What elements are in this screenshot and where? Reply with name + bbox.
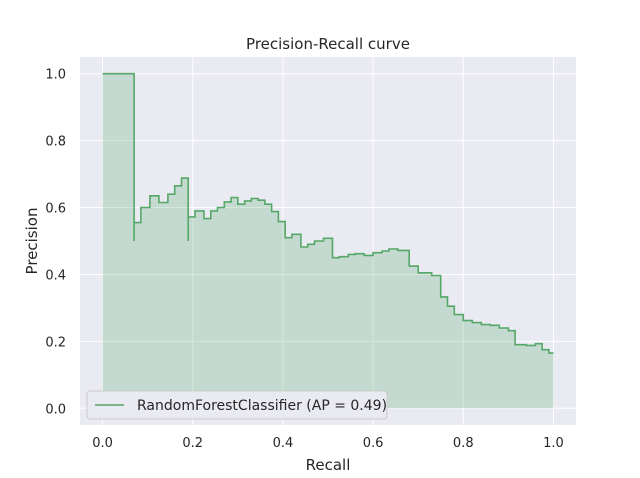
legend-label: RandomForestClassifier (AP = 0.49) xyxy=(137,398,387,414)
grid-lines xyxy=(80,57,576,425)
y-tick-label: 0.6 xyxy=(45,202,66,217)
chart-title: Precision-Recall curve xyxy=(246,35,410,53)
pr-curve-line xyxy=(102,72,554,354)
legend: RandomForestClassifier (AP = 0.49) xyxy=(86,390,388,420)
y-axis-label: Precision xyxy=(23,208,41,275)
x-axis-ticks: 0.0 0.2 0.4 0.6 0.8 1.0 xyxy=(92,436,564,451)
x-axis-label: Recall xyxy=(306,456,351,474)
y-tick-label: 0.2 xyxy=(45,335,66,350)
x-tick-label: 0.4 xyxy=(273,436,294,451)
y-tick-label: 0.4 xyxy=(45,268,66,283)
y-tick-label: 0.8 xyxy=(45,135,66,150)
x-tick-label: 1.0 xyxy=(543,436,564,451)
plot-background xyxy=(80,57,576,425)
x-tick-label: 0.2 xyxy=(182,436,203,451)
pr-area-fill xyxy=(102,73,554,409)
y-axis-ticks: 0.0 0.2 0.4 0.6 0.8 1.0 xyxy=(45,68,66,418)
x-tick-label: 0.0 xyxy=(92,436,113,451)
y-tick-label: 1.0 xyxy=(45,68,66,83)
legend-box xyxy=(86,390,388,420)
x-tick-label: 0.8 xyxy=(453,436,474,451)
y-tick-label: 0.0 xyxy=(45,402,66,417)
x-tick-label: 0.6 xyxy=(363,436,384,451)
